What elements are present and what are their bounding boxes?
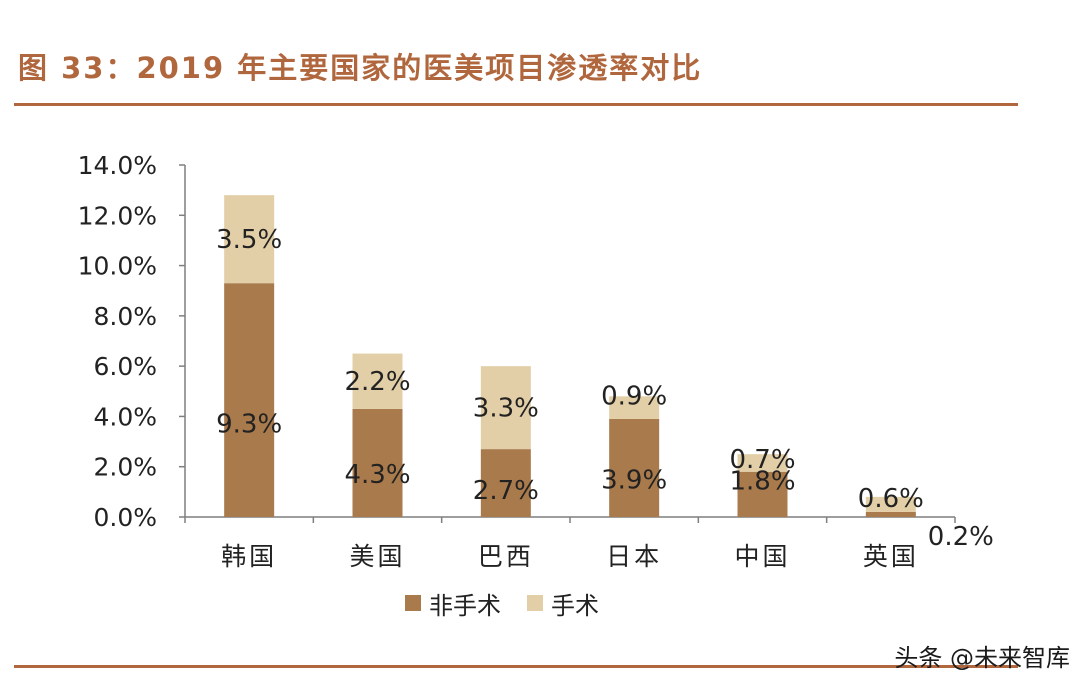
bar-non-surgical: [480, 449, 531, 517]
data-label-surgical: 3.5%: [216, 225, 282, 255]
x-tick-label: 日本: [606, 542, 662, 571]
bar-surgical: [352, 353, 403, 409]
legend-swatch-surgical: [527, 595, 543, 611]
x-tick-label: 英国: [863, 542, 919, 571]
data-label-non-surgical: 4.3%: [344, 460, 410, 490]
data-label-surgical: 0.6%: [858, 484, 924, 514]
y-tick-label: 0.0%: [93, 503, 157, 532]
data-label-surgical: 0.7%: [729, 445, 795, 475]
bar-surgical: [609, 396, 660, 419]
y-tick-label: 10.0%: [78, 252, 157, 281]
data-label-non-surgical: 2.7%: [473, 476, 539, 506]
bar-non-surgical: [737, 471, 788, 517]
legend-swatch-non-surgical: [405, 595, 421, 611]
y-tick-label: 2.0%: [93, 453, 157, 482]
title-divider: [14, 103, 1018, 106]
y-tick-label: 8.0%: [93, 302, 157, 331]
watermark: 头条 @未来智库: [894, 638, 1070, 673]
data-label-non-surgical: 0.2%: [928, 522, 994, 552]
data-label-surgical: 3.3%: [473, 394, 539, 424]
bar-surgical: [737, 454, 788, 472]
y-tick-label: 6.0%: [93, 352, 157, 381]
data-label-surgical: 2.2%: [344, 367, 410, 397]
stacked-bar-chart: 0.0% 2.0% 4.0% 6.0% 8.0% 10.0% 12.0% 14.0% 9.3% 3…: [78, 151, 994, 571]
legend-item-surgical: 手术: [527, 586, 599, 621]
data-label-non-surgical: 3.9%: [601, 466, 667, 496]
bar-non-surgical: [609, 418, 660, 517]
chart-title: 图 33：2019 年主要国家的医美项目渗透率对比: [18, 51, 703, 85]
legend-item-non-surgical: 非手术: [405, 586, 501, 621]
bar-non-surgical: [865, 511, 916, 517]
footer-divider: [14, 665, 1018, 668]
y-tick-label: 12.0%: [78, 201, 157, 230]
legend-label-surgical: 手术: [551, 591, 599, 620]
x-tick-label: 巴西: [478, 542, 534, 571]
bar-surgical: [480, 366, 531, 450]
watermark-text: 头条 @未来智库: [894, 644, 1070, 672]
x-tick-label: 中国: [734, 542, 790, 571]
bar-non-surgical: [352, 408, 403, 517]
bar-surgical: [224, 195, 275, 284]
x-tick-label: 美国: [349, 542, 405, 571]
bar-surgical: [865, 496, 916, 512]
legend-label-non-surgical: 非手术: [429, 591, 501, 620]
data-label-non-surgical: 9.3%: [216, 409, 282, 439]
y-tick-label: 4.0%: [93, 402, 157, 431]
bar-non-surgical: [224, 283, 275, 517]
y-tick-label: 14.0%: [78, 151, 157, 180]
x-tick-label: 韩国: [221, 542, 277, 571]
data-label-non-surgical: 1.8%: [729, 467, 795, 497]
legend: 非手术 手术: [405, 586, 599, 620]
data-label-surgical: 0.9%: [601, 381, 667, 411]
